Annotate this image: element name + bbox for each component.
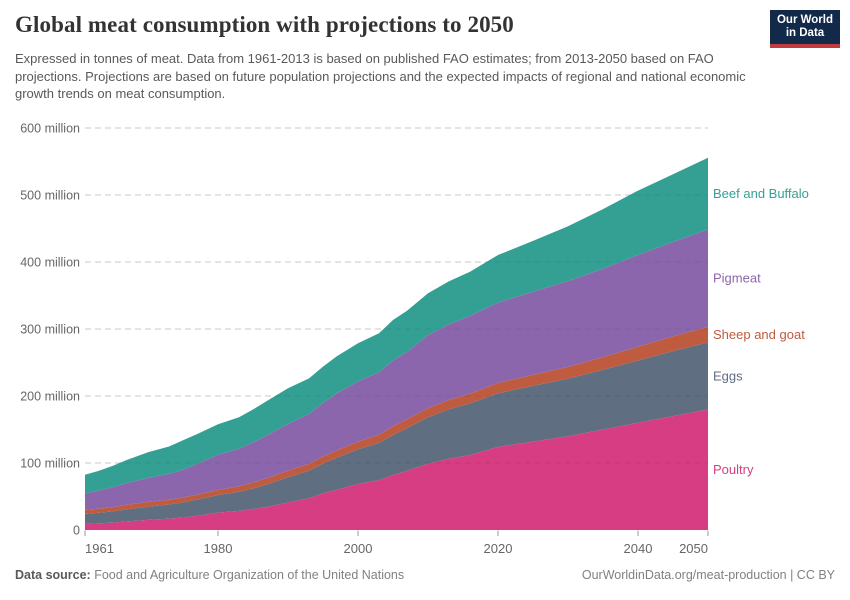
data-source: Data source: Food and Agriculture Organi…	[15, 568, 404, 582]
x-tick-label-2020: 2020	[484, 541, 513, 556]
data-source-label: Data source:	[15, 568, 91, 582]
legend-beef-and-buffalo: Beef and Buffalo	[713, 186, 809, 201]
y-tick-label-500: 500 million	[20, 189, 80, 203]
legend-poultry: Poultry	[713, 462, 754, 477]
chart-subtitle: Expressed in tonnes of meat. Data from 1…	[15, 51, 746, 101]
area-beef-and-buffalo[interactable]	[85, 157, 708, 494]
area-sheep-and-goat[interactable]	[85, 326, 708, 514]
chart-footer: Data source: Food and Agriculture Organi…	[0, 568, 850, 588]
owid-logo[interactable]: Our World in Data	[770, 10, 840, 48]
area-pigmeat[interactable]	[85, 229, 708, 510]
data-source-value: Food and Agriculture Organization of the…	[94, 568, 405, 582]
y-tick-label-400: 400 million	[20, 256, 80, 270]
x-tick-label-1980: 1980	[204, 541, 233, 556]
page-title: Global meat consumption with projections…	[15, 12, 514, 37]
x-tick-label-2040: 2040	[624, 541, 653, 556]
legend-eggs: Eggs	[713, 368, 743, 383]
x-tick-label-2000: 2000	[344, 541, 373, 556]
x-tick-label-1961: 1961	[85, 541, 114, 556]
y-tick-label-0: 0	[73, 524, 80, 538]
x-tick-label-2050: 2050	[679, 541, 708, 556]
legend-sheep-and-goat: Sheep and goat	[713, 327, 805, 342]
y-tick-label-200: 200 million	[20, 390, 80, 404]
y-tick-label-600: 600 million	[20, 122, 80, 136]
owid-citation-link[interactable]: OurWorldinData.org/meat-production | CC …	[581, 568, 835, 582]
y-tick-label-100: 100 million	[20, 457, 80, 471]
owid-logo-line2: in Data	[785, 27, 825, 39]
y-tick-label-300: 300 million	[20, 323, 80, 337]
owid-logo-line1: Our World	[776, 13, 833, 26]
legend-pigmeat: Pigmeat	[713, 271, 761, 286]
area-eggs[interactable]	[85, 342, 708, 524]
area-poultry[interactable]	[85, 409, 708, 530]
